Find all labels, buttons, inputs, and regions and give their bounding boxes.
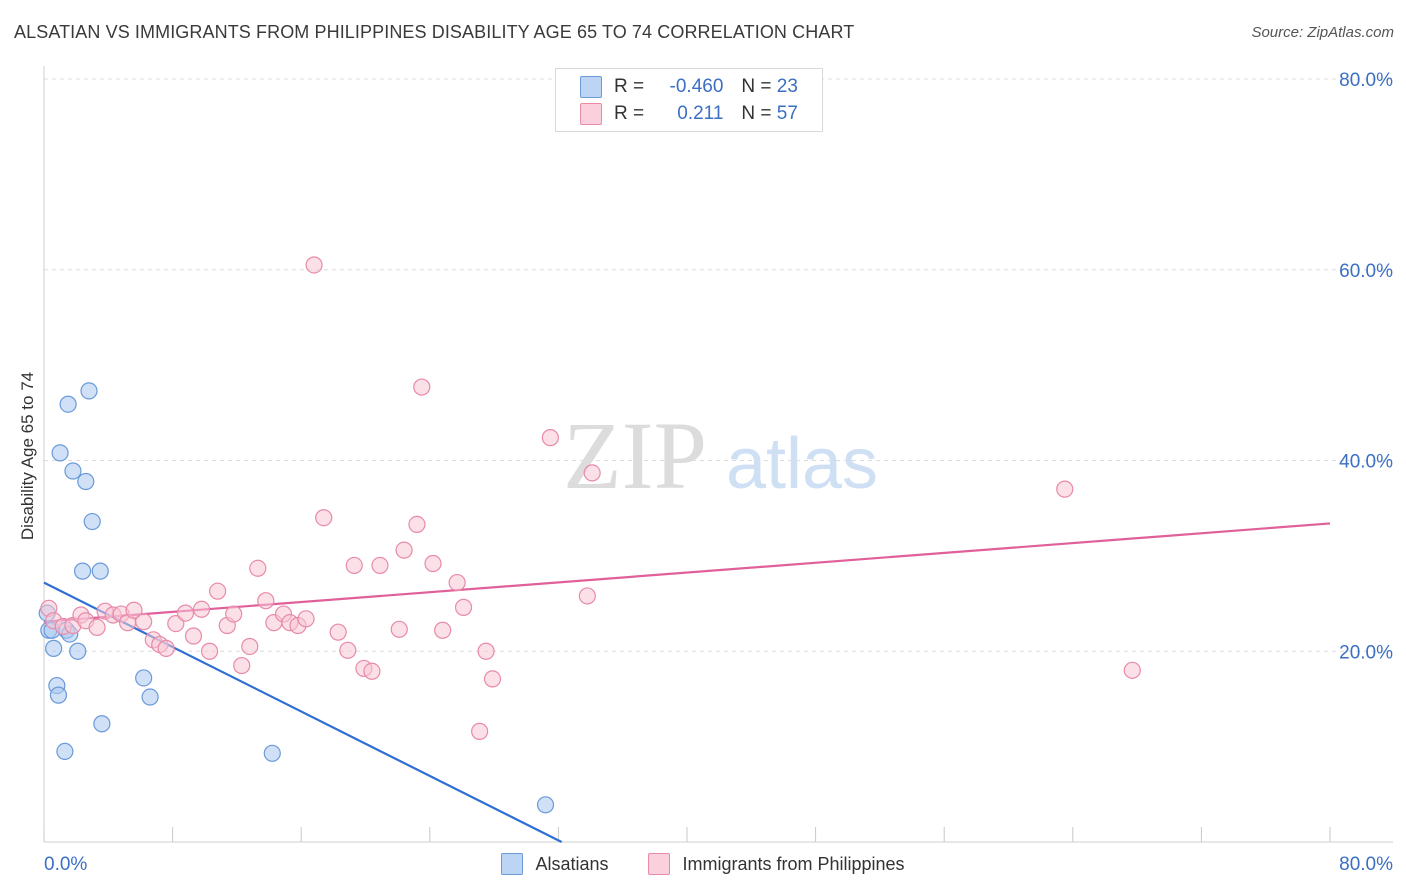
data-point-pink (413, 378, 431, 396)
data-point-pink (483, 670, 502, 688)
data-point-pink (454, 598, 473, 616)
data-point-blue (263, 744, 281, 762)
data-point-pink (1056, 480, 1074, 498)
legend-r-value: 0.211 (677, 103, 724, 124)
legend-n-label: N = (741, 76, 772, 97)
chart-title: ALSATIAN VS IMMIGRANTS FROM PHILIPPINES … (14, 22, 855, 42)
legend-n-label: N = (741, 103, 772, 124)
data-point-pink (233, 656, 251, 675)
y-tick-label: 40.0% (1339, 452, 1393, 473)
data-point-blue (536, 796, 555, 814)
data-point-blue (83, 512, 101, 531)
legend-swatch-blue (580, 76, 602, 98)
legend-swatch-pink (648, 853, 671, 875)
correlation-legend: R = -0.460 N = 23 R = 0.211 N = 57 (555, 68, 823, 132)
data-point-pink (541, 429, 559, 447)
watermark: ZIP atlas (563, 402, 878, 509)
legend-row-alsatians: R = -0.460 N = 23 (580, 74, 798, 100)
trendline-pink (43, 522, 1331, 623)
x-tick-label: 80.0% (1339, 854, 1393, 875)
data-point-pink (434, 621, 452, 639)
legend-swatch-pink (580, 103, 602, 125)
data-point-blue (51, 444, 69, 462)
data-point-pink (345, 556, 363, 575)
data-point-pink (125, 601, 143, 619)
data-point-pink (192, 600, 211, 618)
legend-r-label: R = (614, 76, 645, 97)
axes (43, 66, 1393, 843)
watermark-atlas: atlas (726, 424, 878, 504)
legend-label: Immigrants from Philippines (682, 853, 905, 874)
watermark-zip: ZIP (563, 402, 707, 509)
data-point-pink (176, 604, 195, 622)
data-point-blue (64, 462, 82, 480)
data-point-pink (363, 662, 381, 680)
data-point-pink (305, 256, 323, 274)
data-point-blue (69, 642, 87, 660)
data-point-pink (578, 587, 596, 605)
legend-n-value: 23 (776, 76, 798, 97)
legend-row-philippines: R = 0.211 N = 57 (580, 101, 798, 127)
legend-label: Alsatians (535, 853, 609, 874)
data-point-pink (297, 610, 315, 628)
data-point-pink (157, 639, 175, 657)
data-point-pink (477, 642, 495, 660)
data-point-pink (135, 613, 153, 631)
legend-n-value: 57 (776, 103, 798, 124)
legend-swatch-blue (501, 853, 524, 875)
data-point-pink (257, 592, 275, 610)
data-point-blue (77, 472, 95, 491)
data-point-pink (1123, 661, 1141, 679)
series-legend: Alsatians Immigrants from Philippines (0, 850, 1406, 878)
data-point-pink (371, 556, 389, 575)
legend-r-value: -0.460 (669, 76, 724, 97)
legend-r-label: R = (614, 103, 645, 124)
data-point-pink (209, 582, 227, 600)
data-point-blue (56, 742, 74, 760)
data-point-pink (184, 627, 203, 645)
legend-item-philippines[interactable]: Immigrants from Philippines (648, 853, 905, 875)
data-point-blue (80, 382, 98, 400)
data-point-pink (315, 509, 333, 527)
data-point-pink (424, 554, 442, 573)
tick-labels: 20.0% 40.0% 60.0% 80.0% 0.0% 80.0% (44, 70, 1393, 875)
data-point-blue (73, 562, 92, 580)
data-point-blue (93, 715, 111, 733)
data-point-blue (91, 562, 109, 580)
source-credit: Source: ZipAtlas.com (1251, 24, 1394, 41)
data-points (38, 256, 1141, 814)
x-tick-label: 0.0% (44, 854, 87, 875)
data-point-pink (448, 573, 466, 592)
y-tick-label: 60.0% (1339, 261, 1393, 282)
data-point-pink (471, 722, 489, 740)
y-tick-label: 80.0% (1339, 70, 1393, 91)
y-tick-label: 20.0% (1339, 642, 1393, 663)
data-point-pink (583, 464, 601, 482)
gridlines (44, 78, 1393, 652)
data-point-pink (200, 642, 219, 660)
data-point-blue (59, 395, 77, 413)
data-point-pink (339, 641, 357, 659)
data-point-pink (241, 637, 259, 656)
data-point-pink (408, 515, 426, 534)
data-point-pink (249, 559, 267, 577)
data-point-blue (135, 669, 153, 687)
data-point-pink (390, 620, 408, 638)
data-point-blue (49, 686, 68, 704)
data-point-pink (88, 618, 106, 637)
data-point-pink (225, 605, 243, 623)
data-point-blue (141, 688, 159, 706)
legend-item-alsatians[interactable]: Alsatians (501, 853, 608, 875)
data-point-pink (167, 614, 185, 633)
data-point-blue (45, 639, 63, 657)
data-point-pink (329, 623, 347, 641)
data-point-pink (395, 541, 413, 559)
trendlines (43, 522, 1331, 843)
